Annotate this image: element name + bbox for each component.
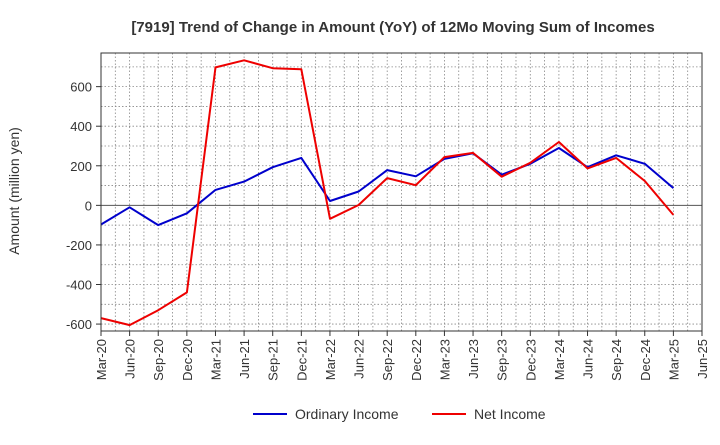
x-tick-label: Sep-22 — [380, 339, 395, 381]
x-tick-label: Jun-25 — [695, 339, 710, 379]
y-axis-ticks: -600 -400 -200 0 200 400 600 — [66, 80, 101, 332]
y-tick-label: 600 — [70, 80, 92, 95]
x-tick-label: Sep-23 — [495, 339, 510, 381]
series-line-net-income — [100, 59, 675, 327]
x-tick-label: Mar-25 — [666, 339, 681, 380]
x-tick-label: Jun-22 — [352, 339, 367, 379]
x-tick-label: Dec-20 — [180, 339, 195, 381]
y-tick-label: 200 — [70, 159, 92, 174]
x-tick-label: Dec-21 — [294, 339, 309, 381]
y-tick-label: 0 — [85, 198, 92, 213]
chart-title: [7919] Trend of Change in Amount (YoY) o… — [131, 19, 654, 36]
y-tick-label: -400 — [66, 278, 92, 293]
x-tick-label: Mar-21 — [209, 339, 224, 380]
y-axis-label: Amount (million yen) — [6, 127, 22, 255]
x-tick-label: Mar-22 — [323, 339, 338, 380]
plot-area — [101, 53, 702, 331]
x-tick-label: Mar-20 — [94, 339, 109, 380]
series-lines — [100, 59, 675, 327]
legend: Ordinary Income Net Income — [253, 406, 546, 422]
y-tick-label: -600 — [66, 317, 92, 332]
x-tick-label: Dec-24 — [638, 339, 653, 381]
y-tick-label: -200 — [66, 238, 92, 253]
x-tick-label: Jun-21 — [237, 339, 252, 379]
x-tick-label: Sep-21 — [266, 339, 281, 381]
x-tick-label: Dec-23 — [523, 339, 538, 381]
x-tick-label: Jun-24 — [581, 339, 596, 379]
legend-label: Ordinary Income — [295, 406, 399, 422]
x-tick-label: Jun-23 — [466, 339, 481, 379]
x-tick-label: Mar-24 — [552, 339, 567, 380]
plot-frame — [100, 52, 703, 332]
y-tick-label: 400 — [70, 119, 92, 134]
legend-item: Ordinary Income — [253, 406, 399, 422]
x-tick-label: Dec-22 — [409, 339, 424, 381]
x-tick-label: Mar-23 — [437, 339, 452, 380]
x-tick-label: Sep-20 — [151, 339, 166, 381]
grid — [101, 53, 702, 331]
x-axis-ticks: Mar-20 Jun-20 Sep-20 Dec-20 Mar-21 Jun-21 Sep-… — [94, 331, 710, 381]
plot-border — [100, 52, 703, 332]
legend-item: Net Income — [432, 406, 546, 422]
plot-background — [101, 53, 702, 331]
legend-label: Net Income — [474, 406, 546, 422]
x-tick-label: Jun-20 — [123, 339, 138, 379]
x-tick-label: Sep-24 — [609, 339, 624, 381]
